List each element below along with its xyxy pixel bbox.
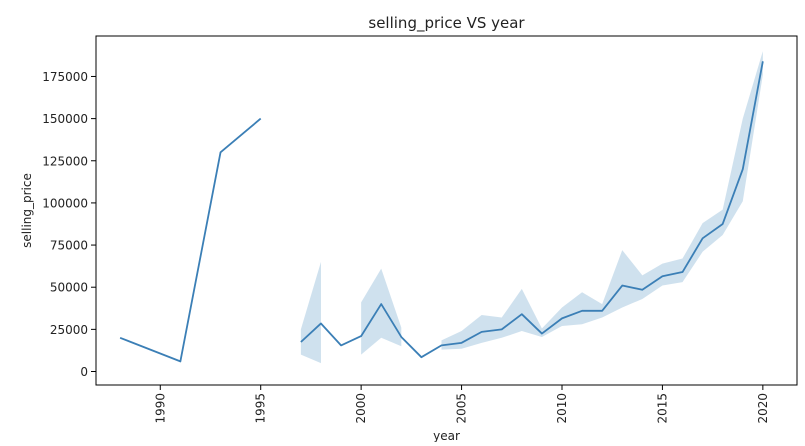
y-tick-label: 175000 bbox=[42, 70, 88, 84]
y-tick-label: 75000 bbox=[50, 239, 88, 253]
plot-frame bbox=[96, 36, 797, 385]
y-tick-label: 50000 bbox=[50, 281, 88, 295]
x-tick-label: 1990 bbox=[153, 393, 167, 424]
x-axis-label: year bbox=[433, 429, 460, 442]
x-tick-label: 2010 bbox=[555, 393, 569, 424]
x-tick-label: 2005 bbox=[455, 393, 469, 424]
y-tick-label: 25000 bbox=[50, 323, 88, 337]
confidence-band-1 bbox=[361, 269, 401, 355]
y-axis: 0 25000 50000 75000 100000 125000 150000 175000 bbox=[42, 70, 96, 379]
confidence-band-0 bbox=[301, 262, 321, 363]
x-tick-label: 1995 bbox=[254, 393, 268, 424]
y-axis-label: selling_price bbox=[20, 173, 34, 248]
chart-title: selling_price VS year bbox=[368, 14, 525, 33]
confidence-band-2 bbox=[441, 51, 762, 349]
series-line-0 bbox=[120, 119, 261, 362]
y-tick-label: 100000 bbox=[42, 196, 88, 210]
plot-area bbox=[120, 51, 763, 363]
x-tick-label: 2015 bbox=[655, 393, 669, 424]
y-tick-label: 0 bbox=[80, 365, 88, 379]
y-tick-label: 150000 bbox=[42, 112, 88, 126]
y-tick-label: 125000 bbox=[42, 154, 88, 168]
x-tick-label: 2020 bbox=[756, 393, 770, 424]
x-axis: 1990 1995 2000 2005 2010 2015 2020 bbox=[153, 385, 770, 424]
x-tick-label: 2000 bbox=[354, 393, 368, 424]
